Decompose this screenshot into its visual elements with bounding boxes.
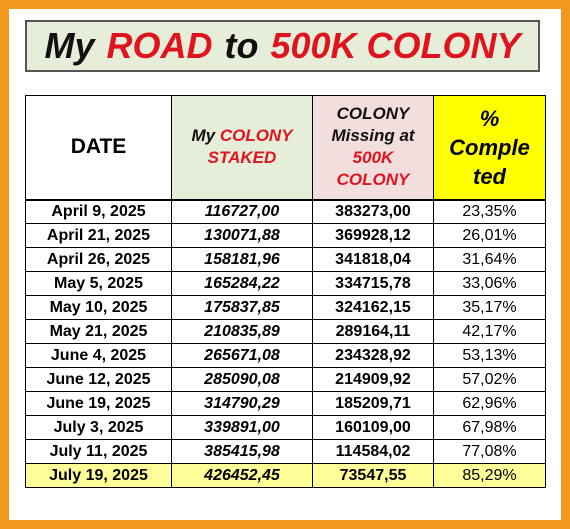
cell-staked: 314790,29: [171, 391, 313, 416]
cell-percent: 85,29%: [433, 463, 546, 488]
cell-missing: 160109,00: [312, 415, 434, 440]
cell-staked: 130071,88: [171, 223, 313, 248]
cell-date: April 9, 2025: [25, 199, 172, 224]
header-staked-colony: COLONY: [219, 126, 293, 146]
cell-missing: 334715,78: [312, 271, 434, 296]
cell-percent: 42,17%: [433, 319, 546, 344]
cell-missing: 234328,92: [312, 343, 434, 368]
header-date: DATE: [25, 95, 172, 201]
cell-staked: 265671,08: [171, 343, 313, 368]
table-row: May 5, 2025 165284,22 334715,78 33,06%: [25, 271, 546, 296]
table-row: May 21, 2025 210835,89 289164,11 42,17%: [25, 319, 546, 344]
cell-staked: 385415,98: [171, 439, 313, 464]
table-row: April 9, 2025 116727,00 383273,00 23,35%: [25, 199, 546, 224]
header-staked: My COLONY STAKED: [171, 95, 313, 201]
progress-table: DATE My COLONY STAKED COLONY Missing at …: [25, 95, 546, 488]
table-row: July 11, 2025 385415,98 114584,02 77,08%: [25, 439, 546, 464]
cell-missing: 185209,71: [312, 391, 434, 416]
table-row: April 21, 2025 130071,88 369928,12 26,01%: [25, 223, 546, 248]
cell-date: April 21, 2025: [25, 223, 172, 248]
cell-percent: 77,08%: [433, 439, 546, 464]
cell-percent: 57,02%: [433, 367, 546, 392]
table-row: April 26, 2025 158181,96 341818,04 31,64%: [25, 247, 546, 272]
cell-staked: 426452,45: [171, 463, 313, 488]
header-staked-label: STAKED: [207, 148, 277, 168]
header-percent: % Comple ted: [433, 95, 546, 201]
cell-staked: 116727,00: [171, 199, 313, 224]
cell-date: May 21, 2025: [25, 319, 172, 344]
table-row: June 12, 2025 285090,08 214909,92 57,02%: [25, 367, 546, 392]
cell-missing: 369928,12: [312, 223, 434, 248]
cell-percent: 62,96%: [433, 391, 546, 416]
table-row: June 4, 2025 265671,08 234328,92 53,13%: [25, 343, 546, 368]
header-missing-colony-2: COLONY: [336, 170, 410, 190]
title-part-goal: 500K COLONY: [270, 25, 521, 66]
cell-staked: 339891,00: [171, 415, 313, 440]
cell-staked: 285090,08: [171, 367, 313, 392]
table-row: July 19, 2025 426452,45 73547,55 85,29%: [25, 463, 546, 488]
cell-missing: 383273,00: [312, 199, 434, 224]
cell-date: July 11, 2025: [25, 439, 172, 464]
cell-staked: 165284,22: [171, 271, 313, 296]
cell-missing: 214909,92: [312, 367, 434, 392]
cell-date: April 26, 2025: [25, 247, 172, 272]
page-title: My ROAD to 500K COLONY: [25, 20, 540, 72]
title-part-to: to: [224, 25, 259, 66]
header-missing-500k: 500K: [352, 148, 394, 168]
cell-staked: 158181,96: [171, 247, 313, 272]
cell-percent: 35,17%: [433, 295, 546, 320]
cell-missing: 73547,55: [312, 463, 434, 488]
cell-percent: 23,35%: [433, 199, 546, 224]
cell-missing: 341818,04: [312, 247, 434, 272]
cell-percent: 26,01%: [433, 223, 546, 248]
header-staked-my: My: [191, 126, 216, 146]
header-percent-comple: Comple: [449, 134, 530, 160]
cell-date: May 10, 2025: [25, 295, 172, 320]
cell-date: June 12, 2025: [25, 367, 172, 392]
header-missing-at: Missing at: [331, 126, 415, 146]
header-percent-ted: ted: [473, 163, 506, 189]
table-row: June 19, 2025 314790,29 185209,71 62,96%: [25, 391, 546, 416]
cell-percent: 31,64%: [433, 247, 546, 272]
title-part-road: ROAD: [106, 25, 213, 66]
header-percent-sign: %: [479, 105, 500, 131]
cell-staked: 210835,89: [171, 319, 313, 344]
cell-date: July 3, 2025: [25, 415, 172, 440]
cell-percent: 67,98%: [433, 415, 546, 440]
cell-missing: 289164,11: [312, 319, 434, 344]
header-row: DATE My COLONY STAKED COLONY Missing at …: [25, 95, 546, 201]
cell-missing: 324162,15: [312, 295, 434, 320]
cell-date: June 4, 2025: [25, 343, 172, 368]
cell-percent: 33,06%: [433, 271, 546, 296]
header-missing-colony: COLONY: [336, 104, 410, 124]
cell-staked: 175837,85: [171, 295, 313, 320]
table-row: May 10, 2025 175837,85 324162,15 35,17%: [25, 295, 546, 320]
cell-date: May 5, 2025: [25, 271, 172, 296]
table-row: July 3, 2025 339891,00 160109,00 67,98%: [25, 415, 546, 440]
cell-percent: 53,13%: [433, 343, 546, 368]
title-part-my: My: [44, 25, 95, 66]
cell-date: June 19, 2025: [25, 391, 172, 416]
cell-date: July 19, 2025: [25, 463, 172, 488]
cell-missing: 114584,02: [312, 439, 434, 464]
header-missing: COLONY Missing at 500K COLONY: [312, 95, 434, 201]
